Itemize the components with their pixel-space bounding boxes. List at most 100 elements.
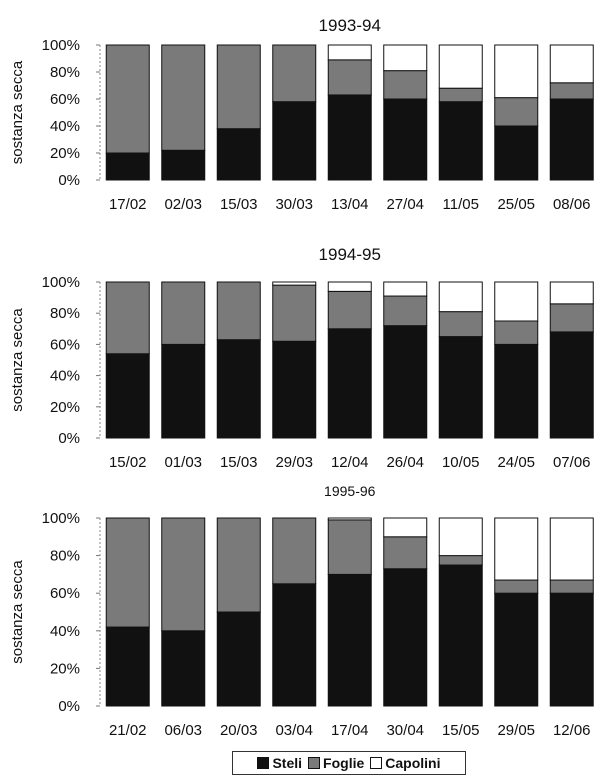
bar-capolini-08-06	[549, 44, 594, 84]
bar-foglie-26-04	[383, 295, 428, 327]
bar-steli-01-03	[161, 343, 206, 439]
y-tick-label: 60%	[50, 585, 80, 602]
x-tick-label: 30/03	[275, 196, 313, 213]
bar-foglie-08-06	[549, 82, 594, 100]
x-tick-label: 25/05	[497, 196, 535, 213]
bar-capolini-12-04	[327, 281, 372, 292]
x-tick-label: 03/04	[275, 722, 313, 739]
bar-foglie-17-04	[327, 519, 372, 575]
bar-steli-26-04	[383, 325, 428, 439]
bar-steli-07-06	[549, 331, 594, 439]
x-tick-label: 12/04	[331, 454, 369, 471]
bar-steli-02-03	[161, 149, 206, 181]
bar-capolini-12-06	[549, 517, 594, 581]
bar-foglie-01-03	[161, 281, 206, 345]
y-tick-label: 20%	[50, 145, 80, 162]
bar-steli-12-06	[549, 592, 594, 707]
x-tick-label: 15/03	[220, 454, 258, 471]
x-tick-label: 24/05	[497, 454, 535, 471]
bar-foglie-27-04	[383, 70, 428, 100]
x-tick-label: 21/02	[109, 722, 147, 739]
x-tick-label: 10/05	[442, 454, 480, 471]
x-tick-label: 01/03	[164, 454, 202, 471]
legend-item-foglie: Foglie	[308, 755, 364, 771]
y-tick-label: 80%	[50, 64, 80, 81]
bar-capolini-10-05	[438, 281, 483, 313]
x-tick-label: 15/05	[442, 722, 480, 739]
bar-capolini-29-03	[272, 281, 317, 286]
y-axis-label: sostanza secca	[9, 308, 26, 412]
bar-capolini-30-04	[383, 517, 428, 538]
chart-panel-1993-94: 1993-94 sostanza secca 0% 20% 40% 60% 80% 100% 1…	[9, 16, 594, 213]
bar-steli-15-05	[438, 564, 483, 707]
y-tick-label: 0%	[58, 698, 80, 715]
x-tick-label: 06/03	[164, 722, 202, 739]
y-tick-label: 60%	[50, 336, 80, 353]
bar-foglie-25-05	[494, 97, 539, 127]
y-tick-label: 80%	[50, 548, 80, 565]
legend-item-steli: Steli	[257, 755, 302, 771]
y-tick-label: 0%	[58, 172, 80, 189]
chart-title: 1994-95	[319, 245, 381, 264]
bar-steli-17-02	[105, 152, 150, 181]
x-tick-label: 17/02	[109, 196, 147, 213]
bar-steli-30-03	[272, 101, 317, 181]
y-axis-label: sostanza secca	[9, 60, 26, 164]
bar-capolini-24-05	[494, 281, 539, 322]
x-tick-label: 15/02	[109, 454, 147, 471]
x-tick-label: 08/06	[553, 196, 591, 213]
bar-steli-12-04	[327, 328, 372, 439]
y-tick-label: 100%	[42, 37, 80, 54]
bar-steli-13-04	[327, 94, 372, 181]
bar-steli-27-04	[383, 98, 428, 181]
chart-panel-1994-95: 1994-95 sostanza secca 0% 20% 40% 60% 80% 100% 1…	[9, 245, 594, 471]
y-tick-label: 40%	[50, 623, 80, 640]
x-tick-label: 11/05	[443, 196, 479, 213]
bar-steli-17-04	[327, 573, 372, 707]
bar-steli-29-05	[494, 592, 539, 707]
bar-foglie-20-03	[216, 517, 261, 613]
bar-capolini-07-06	[549, 281, 594, 305]
x-tick-label: 07/06	[553, 454, 591, 471]
bar-foglie-15-03	[216, 281, 261, 341]
x-tick-label: 13/04	[331, 196, 369, 213]
bar-foglie-12-04	[327, 290, 372, 330]
bar-steli-25-05	[494, 125, 539, 181]
bar-capolini-26-04	[383, 281, 428, 297]
bar-steli-15-03	[216, 128, 261, 181]
bar-foglie-15-05	[438, 555, 483, 566]
legend-swatch-capolini	[370, 757, 383, 769]
legend-label-steli: Steli	[272, 755, 303, 771]
bar-foglie-15-02	[105, 281, 150, 355]
bar-foglie-21-02	[105, 517, 150, 628]
legend-label-foglie: Foglie	[323, 755, 365, 771]
y-tick-label: 100%	[42, 510, 80, 527]
bar-steli-20-03	[216, 611, 261, 707]
bar-foglie-15-03	[216, 44, 261, 130]
x-tick-label: 29/05	[497, 722, 535, 739]
legend-swatch-foglie	[308, 757, 321, 769]
bar-foglie-13-04	[327, 59, 372, 96]
bar-foglie-29-03	[272, 284, 317, 342]
y-tick-label: 80%	[50, 305, 80, 322]
bar-steli-24-05	[494, 343, 539, 439]
bar-foglie-02-03	[161, 44, 206, 151]
chart-title: 1995-96	[324, 483, 376, 499]
bar-steli-11-05	[438, 101, 483, 181]
y-tick-label: 60%	[50, 91, 80, 108]
legend-label-capolini: Capolini	[385, 755, 441, 771]
bar-capolini-15-05	[438, 517, 483, 557]
bar-steli-15-03	[216, 339, 261, 439]
x-tick-label: 12/06	[553, 722, 591, 739]
bar-capolini-25-05	[494, 44, 539, 99]
bar-steli-10-05	[438, 336, 483, 439]
y-tick-label: 40%	[50, 368, 80, 385]
y-tick-label: 20%	[50, 399, 80, 416]
bar-capolini-13-04	[327, 44, 372, 61]
bar-capolini-11-05	[438, 44, 483, 89]
y-tick-label: 40%	[50, 118, 80, 135]
bar-steli-08-06	[549, 98, 594, 181]
bar-foglie-07-06	[549, 303, 594, 333]
bar-steli-30-04	[383, 568, 428, 707]
